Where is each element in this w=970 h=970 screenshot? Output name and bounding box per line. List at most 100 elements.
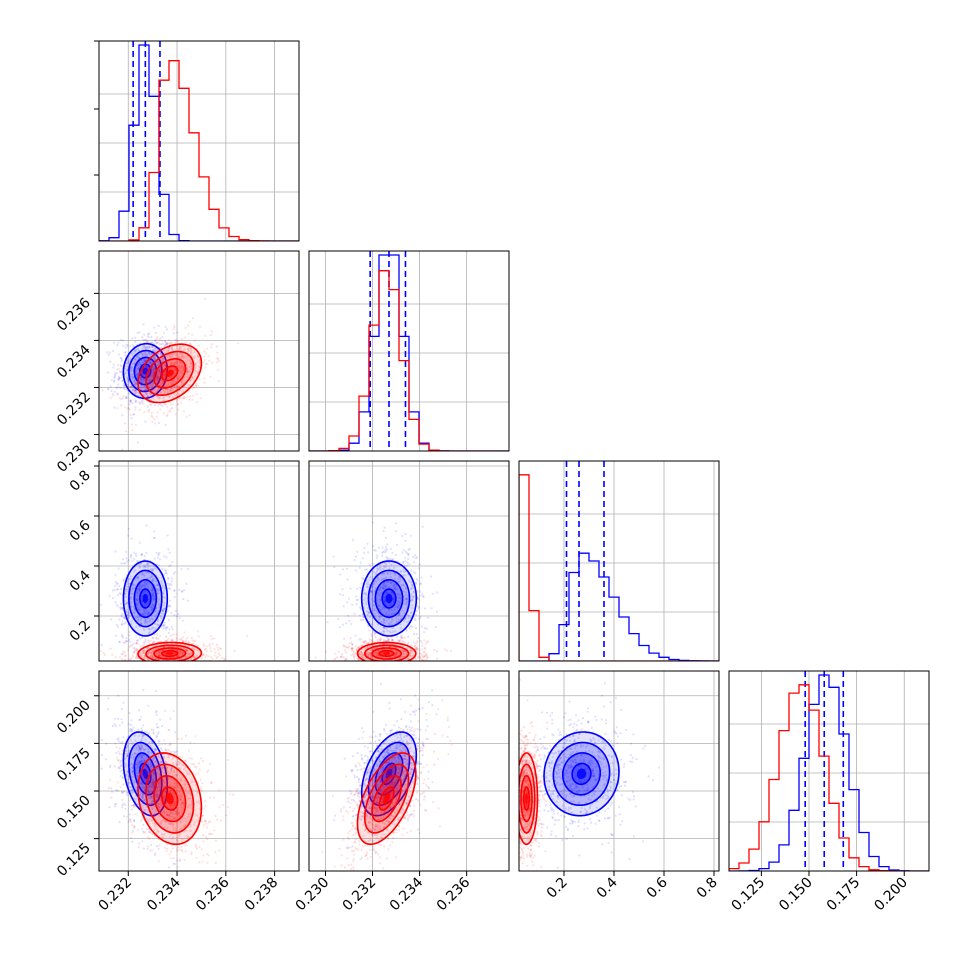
contour-line bbox=[161, 786, 179, 811]
density-core bbox=[142, 367, 149, 375]
contour-line bbox=[562, 752, 602, 796]
x-tick-label: 0.236 bbox=[193, 874, 233, 914]
contour-line bbox=[128, 349, 163, 393]
contour-line bbox=[122, 731, 169, 817]
x-tick-label: 0.236 bbox=[434, 874, 474, 914]
scatter-panel-2-1 bbox=[308, 460, 510, 662]
scatter-panel-3-1 bbox=[308, 670, 510, 872]
contour-line bbox=[520, 774, 533, 823]
density-core bbox=[383, 652, 391, 655]
panel-grid bbox=[309, 671, 509, 871]
density-core bbox=[165, 652, 174, 655]
hist-panel-1 bbox=[308, 250, 510, 452]
panel-frame bbox=[308, 250, 510, 452]
density-core bbox=[142, 768, 149, 780]
histogram-series-1 bbox=[309, 270, 509, 451]
y-tick-label: 0.4 bbox=[67, 567, 94, 594]
panel-frame bbox=[308, 670, 510, 872]
panel-grid bbox=[99, 461, 299, 661]
panel-frame bbox=[728, 670, 930, 872]
contour-line bbox=[371, 647, 402, 660]
panel-frame bbox=[98, 460, 300, 662]
y-tick-label: 0.125 bbox=[54, 840, 94, 880]
y-tick-label: 0.230 bbox=[54, 436, 94, 476]
histogram-series-0 bbox=[519, 552, 719, 661]
contour-line bbox=[133, 752, 158, 796]
contour-line bbox=[153, 774, 187, 823]
contour-line bbox=[543, 731, 620, 817]
x-tick-label: 0.4 bbox=[594, 874, 621, 901]
contour-line bbox=[571, 762, 592, 786]
contour-line bbox=[367, 569, 411, 628]
panel-frame bbox=[518, 460, 720, 662]
contour-line bbox=[519, 763, 536, 834]
scatter-panel-3-0 bbox=[98, 670, 300, 872]
contour-line bbox=[145, 644, 195, 661]
y-tick-label: 0.175 bbox=[54, 745, 94, 785]
contour-line bbox=[374, 579, 404, 619]
contour-line bbox=[122, 560, 169, 637]
panel-frame bbox=[518, 670, 720, 872]
density-core bbox=[383, 792, 391, 805]
hist-panel-2 bbox=[518, 460, 720, 662]
x-tick-label: 0.234 bbox=[144, 874, 184, 914]
contour-line bbox=[133, 356, 158, 386]
x-tick-label: 0.2 bbox=[544, 875, 571, 902]
x-tick-label: 0.232 bbox=[95, 875, 135, 915]
x-tick-label: 0.6 bbox=[644, 874, 671, 901]
contour-line bbox=[519, 752, 539, 846]
x-tick-label: 0.232 bbox=[340, 875, 380, 915]
histogram-series-0 bbox=[729, 674, 929, 871]
panel-frame bbox=[308, 460, 510, 662]
panel-frame bbox=[98, 250, 300, 452]
contour-line bbox=[137, 752, 203, 846]
y-tick-label: 0.2 bbox=[67, 618, 94, 645]
y-tick-label: 0.200 bbox=[54, 697, 94, 737]
contour-line bbox=[381, 762, 397, 786]
histogram-series-1 bbox=[729, 684, 929, 871]
hist-panel-3 bbox=[728, 670, 930, 872]
panel-frame bbox=[98, 670, 300, 872]
density-core bbox=[576, 768, 587, 780]
contour-line bbox=[139, 363, 152, 379]
contour-line bbox=[356, 752, 417, 846]
contour-line bbox=[381, 588, 397, 609]
x-tick-label: 0.200 bbox=[871, 875, 911, 915]
contour-line bbox=[145, 763, 195, 834]
panel-grid bbox=[99, 671, 299, 871]
scatter-panel-1-0 bbox=[98, 250, 300, 452]
contour-line bbox=[161, 650, 179, 657]
hist-panel-0 bbox=[98, 40, 300, 242]
contour-line bbox=[128, 569, 163, 628]
x-tick-label: 0.238 bbox=[242, 875, 282, 915]
scatter-points-series-1 bbox=[99, 297, 240, 436]
contour-line bbox=[145, 350, 195, 396]
density-core bbox=[142, 593, 149, 604]
x-tick-label: 0.234 bbox=[387, 874, 427, 914]
contour-line bbox=[133, 579, 158, 619]
panel-frame bbox=[98, 40, 300, 242]
contour-line bbox=[360, 560, 418, 637]
x-tick-label: 0.8 bbox=[694, 875, 721, 902]
contour-line bbox=[153, 358, 187, 389]
scatter-panel-3-2 bbox=[518, 670, 720, 872]
x-tick-label: 0.125 bbox=[729, 875, 769, 915]
contour-line bbox=[128, 741, 163, 807]
density-core bbox=[165, 792, 174, 805]
y-tick-label: 0.232 bbox=[54, 389, 94, 429]
contour-line bbox=[363, 763, 410, 834]
contour-line bbox=[378, 786, 395, 811]
contour-line bbox=[161, 365, 179, 382]
histogram-series-1 bbox=[519, 474, 719, 661]
contour-line bbox=[356, 641, 417, 661]
panel-grid bbox=[519, 461, 719, 661]
y-tick-label: 0.6 bbox=[67, 517, 94, 544]
contour-line bbox=[552, 741, 611, 806]
scatter-panel-2-0 bbox=[98, 460, 300, 662]
y-tick-label: 0.234 bbox=[54, 342, 94, 382]
y-tick-label: 0.236 bbox=[54, 295, 94, 335]
panel-grid bbox=[309, 461, 509, 661]
contour-line bbox=[523, 786, 531, 811]
density-core bbox=[165, 369, 174, 377]
